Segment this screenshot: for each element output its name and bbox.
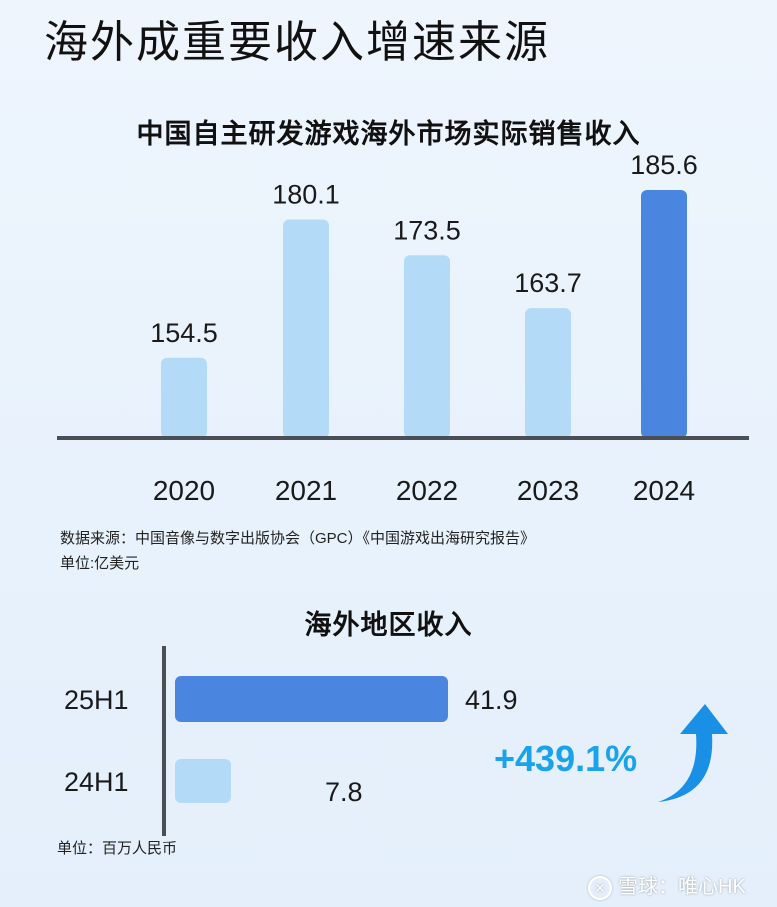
- category-label: 24H1: [64, 767, 129, 797]
- year-tick-label: 2022: [396, 475, 458, 506]
- year-tick-label: 2020: [153, 475, 215, 506]
- page-title: 海外成重要收入增速来源: [44, 18, 550, 67]
- y-axis-line: [162, 646, 166, 836]
- bar-value-label: 41.9: [465, 685, 518, 715]
- bar-25H1: [175, 676, 448, 722]
- year-tick-label: 2021: [275, 475, 337, 506]
- bar-2022: [404, 255, 450, 438]
- bar-2021: [283, 219, 329, 438]
- year-tick-label: 2024: [633, 475, 695, 506]
- watermark: ✕ 雪球：唯心HK: [588, 870, 746, 900]
- source-note: 数据来源：中国音像与数字出版协会（GPC）《中国游戏出海研究报告》: [60, 530, 536, 547]
- bar-value-label: 7.8: [325, 777, 363, 807]
- bar-2024: [641, 190, 687, 438]
- bar-2023: [525, 308, 571, 438]
- bar-2020: [161, 357, 207, 438]
- bar-value-label: 180.1: [272, 180, 340, 210]
- bar-value-label: 154.5: [150, 318, 218, 348]
- category-label: 25H1: [64, 685, 129, 715]
- chart-title: 中国自主研发游戏海外市场实际销售收入: [136, 119, 641, 149]
- chart-title-regional: 海外地区收入: [304, 610, 473, 640]
- snowball-icon: ✕: [588, 875, 612, 900]
- unit-note: 单位:亿美元: [60, 555, 140, 572]
- up-arrow-icon: [658, 704, 728, 802]
- unit-note-regional: 单位：百万人民币: [57, 840, 178, 857]
- bar-value-label: 185.6: [630, 150, 698, 180]
- watermark-text: 雪球：唯心HK: [618, 876, 746, 898]
- bar-value-label: 163.7: [514, 268, 582, 298]
- bar-24H1: [175, 759, 231, 803]
- bar-value-label: 173.5: [393, 215, 461, 245]
- x-axis-line: [57, 436, 749, 440]
- year-tick-label: 2023: [517, 475, 579, 506]
- vertical-bar-chart: 154.5 2020 180.1 2021 173.5 2022 163.7 2023 185.…: [57, 150, 749, 506]
- growth-label: +439.1%: [494, 738, 638, 779]
